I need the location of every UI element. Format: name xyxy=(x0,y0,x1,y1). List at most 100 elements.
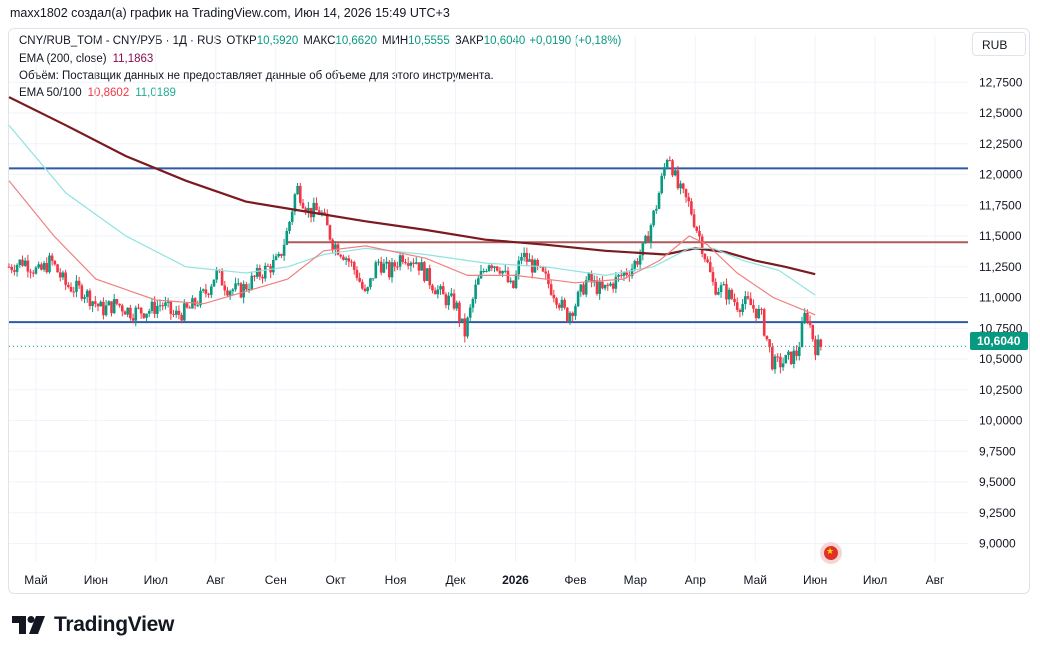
candle-body xyxy=(614,276,618,289)
china-flag-icon[interactable]: ★ xyxy=(820,542,842,564)
candle-body xyxy=(708,262,712,273)
candle-body xyxy=(477,278,480,285)
candle-body xyxy=(441,286,445,295)
candle-body xyxy=(749,298,753,306)
candle-body xyxy=(633,261,637,269)
y-tick-label: 12,0000 xyxy=(979,168,1023,182)
candle-body xyxy=(96,303,100,307)
candle-body xyxy=(762,309,766,336)
candle-body xyxy=(385,261,388,264)
candle-body xyxy=(652,210,655,226)
ema-line xyxy=(8,96,816,276)
candle-body xyxy=(161,305,165,307)
candle-body xyxy=(209,286,213,295)
y-tick-label: 9,5000 xyxy=(979,475,1016,489)
candle-body xyxy=(760,308,763,310)
y-tick-label: 9,0000 xyxy=(979,537,1016,551)
candle-body xyxy=(131,318,135,321)
candle-body xyxy=(584,280,588,295)
candle-body xyxy=(56,264,59,273)
candle-body xyxy=(447,295,450,306)
candle-body xyxy=(587,273,591,281)
candle-body xyxy=(560,299,564,308)
candle-body xyxy=(493,266,496,269)
candle-body xyxy=(247,289,251,291)
candle-body xyxy=(606,284,610,286)
candle-body xyxy=(622,272,626,276)
candle-body xyxy=(406,263,410,266)
candle-body xyxy=(7,266,11,268)
candle-body xyxy=(611,283,615,289)
candle-body xyxy=(115,299,119,304)
candle-body xyxy=(522,252,526,258)
candle-body xyxy=(150,301,154,311)
candle-body xyxy=(738,309,742,312)
candle-body xyxy=(544,271,548,274)
x-tick-label: Сен xyxy=(265,573,287,587)
candle-body xyxy=(99,301,103,307)
candle-body xyxy=(158,305,162,307)
legend-ema200-row[interactable]: EMA (200, close) 11,1863 xyxy=(19,53,153,65)
currency-button[interactable]: RUB xyxy=(972,32,1026,56)
candle-body xyxy=(274,256,278,260)
candle-body xyxy=(110,301,113,314)
candle-body xyxy=(617,274,620,277)
candle-body xyxy=(555,298,558,305)
candle-body xyxy=(417,262,421,271)
candle-body xyxy=(811,325,815,340)
candle-body xyxy=(231,289,235,292)
candle-body xyxy=(574,306,577,316)
candle-body xyxy=(630,268,634,277)
candle-body xyxy=(183,303,186,321)
candle-body xyxy=(439,286,442,290)
low-value: 10,5555 xyxy=(408,35,450,47)
candle-body xyxy=(307,207,310,213)
candle-body xyxy=(638,255,642,265)
tradingview-logo-text: TradingView xyxy=(54,613,175,636)
candle-body xyxy=(91,301,94,307)
candle-body xyxy=(789,351,793,365)
candle-body xyxy=(730,289,734,299)
candle-body xyxy=(48,255,51,273)
high-label: МАКС xyxy=(303,35,336,47)
x-tick-label: Май xyxy=(24,573,48,587)
candle-body xyxy=(42,263,46,270)
candle-body xyxy=(706,259,709,263)
candle-body xyxy=(50,255,54,261)
candle-body xyxy=(304,208,307,213)
candle-body xyxy=(201,289,205,291)
x-tick-label: Июн xyxy=(84,573,108,587)
candle-body xyxy=(808,320,812,326)
tradingview-logo[interactable]: TradingView xyxy=(12,610,174,640)
candle-body xyxy=(681,183,685,189)
candle-body xyxy=(679,183,682,189)
candle-body xyxy=(568,312,572,322)
candle-body xyxy=(298,185,302,203)
candle-body xyxy=(582,284,585,295)
candle-body xyxy=(735,302,739,310)
x-tick-label: Май xyxy=(743,573,767,587)
candle-body xyxy=(768,339,771,348)
candle-body xyxy=(398,255,402,267)
candle-body xyxy=(166,301,170,303)
candle-body xyxy=(536,260,539,267)
instrument-name[interactable]: CNY/RUB_TOM - CNY/РУБ · 1Д · RUS xyxy=(19,35,222,47)
candle-body xyxy=(26,260,30,272)
candle-body xyxy=(800,322,804,347)
candle-body xyxy=(414,262,418,264)
candle-body xyxy=(468,307,472,318)
candle-body xyxy=(692,214,696,227)
y-tick-label: 11,7500 xyxy=(979,198,1022,212)
candle-body xyxy=(23,260,27,266)
x-tick-label: Ноя xyxy=(385,573,407,587)
ema-line xyxy=(8,180,816,316)
candle-body xyxy=(420,262,423,271)
candle-body xyxy=(77,280,81,286)
candle-body xyxy=(112,299,116,314)
candle-body xyxy=(668,160,672,162)
tradingview-logo-icon xyxy=(12,616,45,634)
candle-body xyxy=(765,335,769,340)
candle-body xyxy=(741,304,744,312)
